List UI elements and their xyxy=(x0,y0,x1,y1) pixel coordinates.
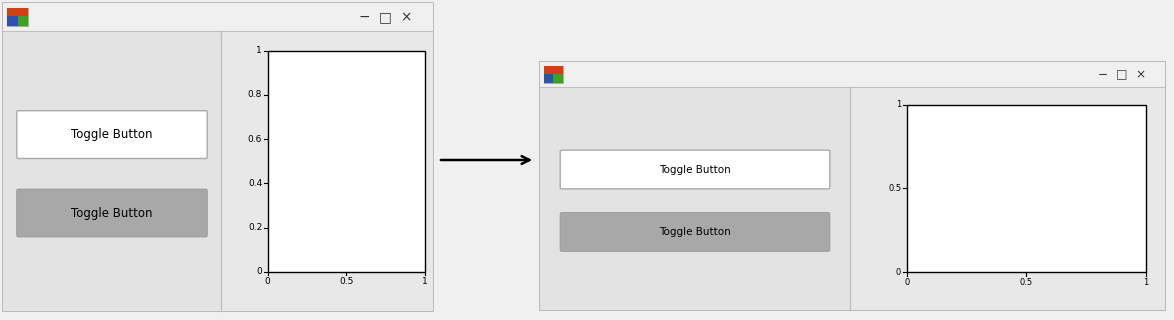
Bar xyxy=(4,3,433,31)
Text: 1: 1 xyxy=(896,100,902,109)
Text: Toggle Button: Toggle Button xyxy=(659,164,731,174)
FancyBboxPatch shape xyxy=(16,111,208,158)
Bar xyxy=(540,87,850,310)
Text: 0.2: 0.2 xyxy=(248,223,262,232)
Text: 0.4: 0.4 xyxy=(248,179,262,188)
Text: 0.5: 0.5 xyxy=(339,277,353,286)
Text: Toggle Button: Toggle Button xyxy=(659,227,731,237)
FancyBboxPatch shape xyxy=(560,150,830,189)
FancyBboxPatch shape xyxy=(560,212,830,251)
Bar xyxy=(221,31,433,311)
Bar xyxy=(544,66,562,83)
Text: 1: 1 xyxy=(421,277,427,286)
Text: 0: 0 xyxy=(896,268,902,276)
Bar xyxy=(4,3,433,311)
Text: 0: 0 xyxy=(256,267,262,276)
Text: 0: 0 xyxy=(904,277,910,287)
Text: 0.5: 0.5 xyxy=(1020,277,1033,287)
Text: Toggle Button: Toggle Button xyxy=(72,128,153,141)
Bar xyxy=(850,87,1165,310)
Bar xyxy=(4,31,221,311)
Text: □: □ xyxy=(378,10,391,24)
Bar xyxy=(540,62,1165,310)
Text: ×: × xyxy=(400,10,412,24)
Bar xyxy=(7,8,28,27)
Bar xyxy=(18,16,28,27)
Text: 0.5: 0.5 xyxy=(888,184,902,193)
Bar xyxy=(906,105,1146,272)
FancyBboxPatch shape xyxy=(16,189,208,237)
Bar xyxy=(544,66,562,74)
Bar xyxy=(7,16,18,27)
Text: 0.6: 0.6 xyxy=(248,135,262,144)
Text: 0.8: 0.8 xyxy=(248,90,262,99)
Text: Toggle Button: Toggle Button xyxy=(72,206,153,220)
Text: 1: 1 xyxy=(1143,277,1148,287)
Bar xyxy=(7,8,28,16)
Text: 1: 1 xyxy=(256,46,262,55)
Text: ×: × xyxy=(1135,68,1146,81)
Text: 0: 0 xyxy=(265,277,270,286)
Text: □: □ xyxy=(1115,68,1127,81)
Bar xyxy=(553,74,562,83)
Text: −: − xyxy=(1098,68,1108,81)
Bar xyxy=(544,74,553,83)
Bar xyxy=(268,51,425,272)
Bar xyxy=(540,62,1165,87)
Text: −: − xyxy=(358,10,370,24)
